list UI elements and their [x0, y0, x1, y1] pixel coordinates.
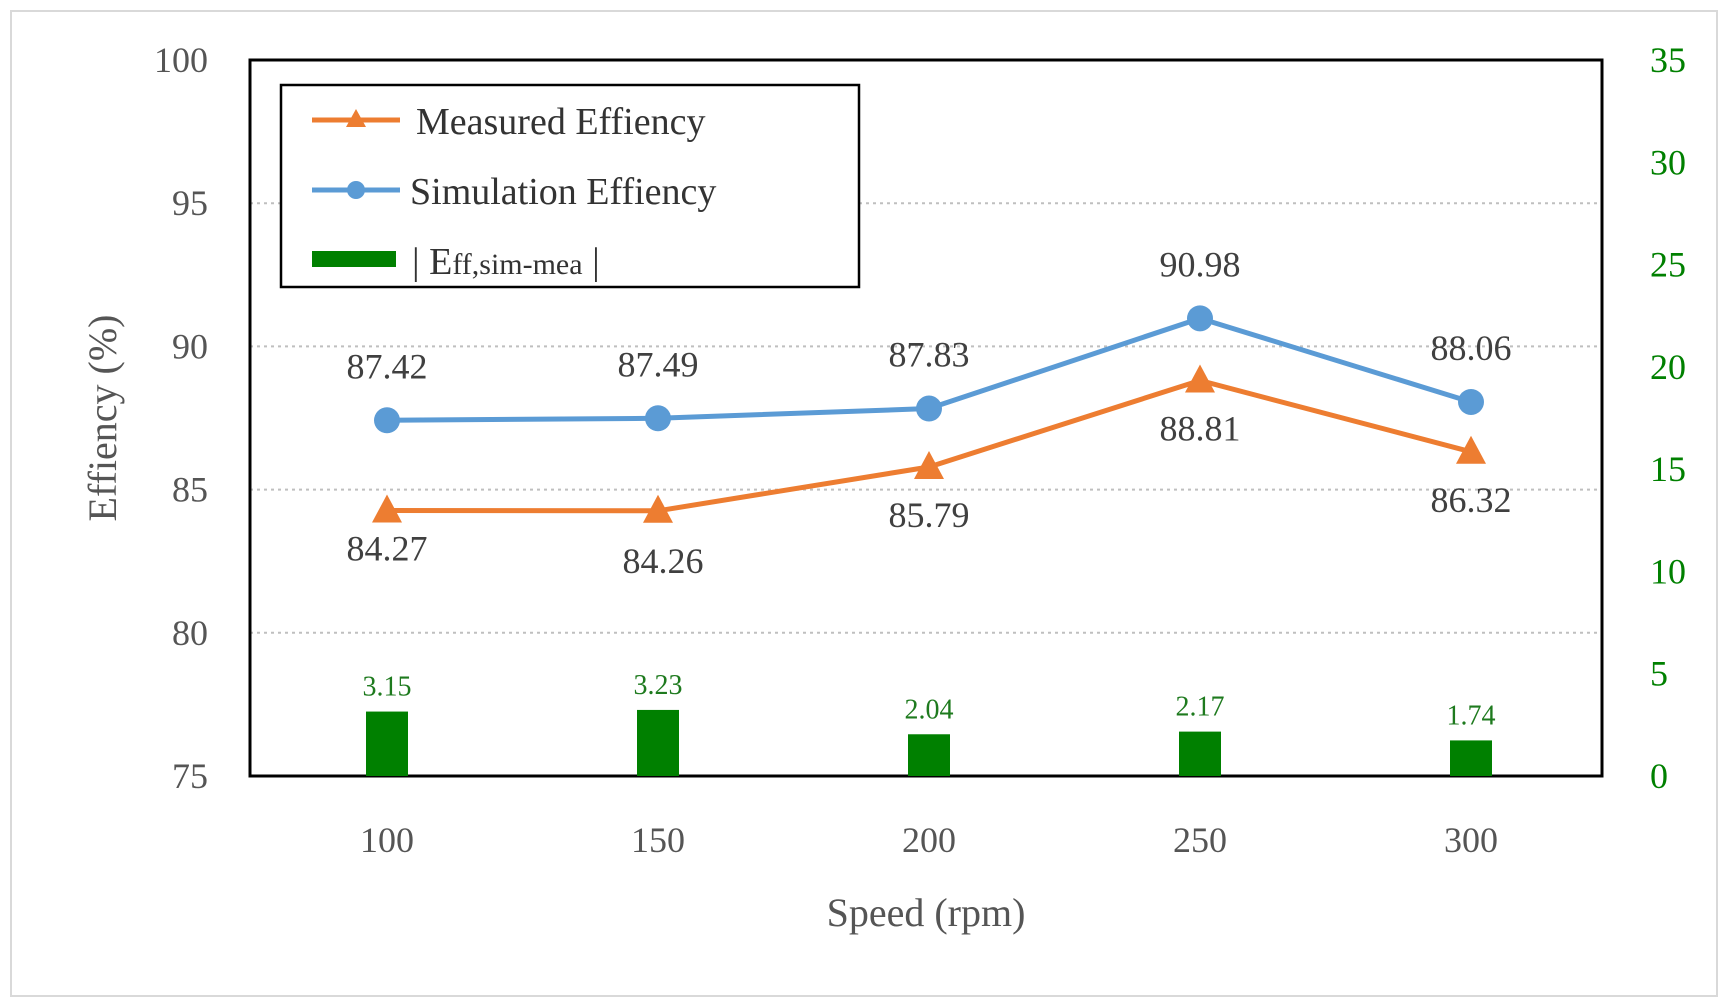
bar-value-label: 2.17	[1176, 692, 1225, 723]
simulation-point	[645, 405, 671, 432]
right-tick-label: 35	[1650, 40, 1686, 80]
right-tick-label: 30	[1650, 142, 1686, 182]
simulation-value-label: 90.98	[1160, 244, 1241, 284]
measured-value-label: 85.79	[889, 495, 970, 535]
measured-value-label: 88.81	[1160, 408, 1241, 448]
bar-value-label: 1.74	[1447, 700, 1496, 731]
left-tick-label: 100	[154, 40, 208, 80]
simulation-point	[1458, 388, 1484, 415]
simulation-value-label: 88.06	[1431, 328, 1512, 368]
legend-bar-label-suffix: |	[583, 241, 600, 283]
x-axis-ticks: 100 150 200 250 300	[360, 820, 1498, 860]
difference-bar	[637, 709, 679, 776]
right-tick-label: 25	[1650, 245, 1686, 285]
bar-value-label: 2.04	[905, 694, 954, 725]
x-tick-label: 200	[902, 820, 956, 860]
simulation-point	[374, 407, 400, 434]
left-axis-ticks: 75 80 85 90 95 100	[154, 40, 208, 796]
difference-bar	[366, 711, 408, 776]
right-tick-label: 0	[1650, 756, 1668, 796]
legend-measured-label: Measured Effiency	[416, 101, 705, 143]
difference-bar	[1450, 740, 1492, 776]
legend-bar-label: | Eff,sim-mea |	[412, 241, 600, 283]
bar-value-label: 3.23	[634, 670, 683, 701]
difference-bars	[366, 709, 1492, 776]
left-tick-label: 75	[172, 756, 208, 796]
x-axis-title: Speed (rpm)	[827, 890, 1026, 935]
left-tick-label: 90	[172, 326, 208, 366]
simulation-point	[916, 395, 942, 422]
y-axis-title: Effiency (%)	[80, 315, 125, 522]
legend-simulation-marker	[347, 181, 365, 199]
x-tick-label: 300	[1444, 820, 1498, 860]
difference-bar	[1179, 731, 1221, 776]
bar-value-label: 3.15	[363, 672, 412, 703]
left-tick-label: 95	[172, 183, 208, 223]
legend: Measured Effiency Simulation Effiency | …	[279, 83, 861, 289]
legend-bar-label-prefix: | E	[412, 241, 452, 283]
measured-point	[914, 450, 944, 479]
left-tick-label: 85	[172, 470, 208, 510]
right-tick-label: 15	[1650, 449, 1686, 489]
legend-measured-marker	[346, 109, 366, 127]
simulation-point	[1187, 305, 1213, 332]
measured-point	[1456, 435, 1486, 464]
right-axis-ticks: 0 5 10 15 20 25 30 35	[1650, 40, 1686, 796]
legend-bar-label-sub: ff,sim-mea	[452, 248, 582, 281]
difference-bar	[908, 734, 950, 776]
data-labels: 3.15 3.23 2.04 2.17 1.74 87.42 87.49 87.83 90.98…	[347, 244, 1512, 731]
x-tick-label: 150	[631, 820, 685, 860]
simulation-value-label: 87.83	[889, 335, 970, 375]
measured-value-label: 84.26	[623, 541, 704, 581]
legend-simulation-label: Simulation Effiency	[410, 171, 716, 213]
right-tick-label: 5	[1650, 654, 1668, 694]
simulation-value-label: 87.42	[347, 346, 428, 386]
legend-bar-swatch	[312, 251, 396, 267]
measured-value-label: 84.27	[347, 529, 428, 569]
right-tick-label: 10	[1650, 551, 1686, 591]
x-tick-label: 100	[360, 820, 414, 860]
efficiency-lines	[372, 305, 1486, 523]
right-tick-label: 20	[1650, 347, 1686, 387]
measured-value-label: 86.32	[1431, 480, 1512, 520]
simulation-value-label: 87.49	[618, 344, 699, 384]
measured-point	[372, 494, 402, 523]
x-tick-label: 250	[1173, 820, 1227, 860]
left-tick-label: 80	[172, 613, 208, 653]
measured-point	[643, 494, 673, 523]
measured-point	[1185, 364, 1215, 393]
